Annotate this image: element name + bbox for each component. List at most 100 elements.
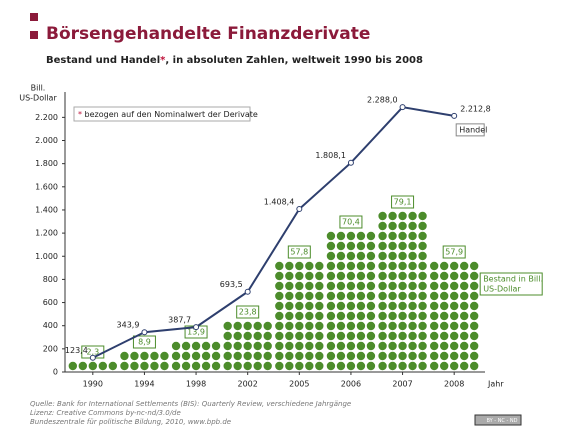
stock-dot: [449, 321, 459, 331]
stock-dot: [78, 361, 88, 371]
stock-dot: [418, 331, 427, 341]
legend-label: Bestand in Bill.: [483, 275, 543, 284]
stock-dot: [439, 341, 449, 351]
stock-dot: [378, 291, 387, 301]
stock-dot: [469, 331, 479, 341]
stock-dot: [449, 351, 459, 361]
stock-column: [326, 231, 376, 371]
stock-dot: [429, 301, 439, 311]
stock-dot: [398, 341, 407, 351]
stock-dot: [346, 311, 356, 321]
stock-column: [68, 361, 118, 371]
stock-dot: [439, 331, 449, 341]
stock-dot: [171, 341, 181, 351]
stock-dot: [469, 261, 479, 271]
stock-dot: [356, 301, 366, 311]
stock-dot: [366, 271, 376, 281]
x-tick-label: 2006: [341, 380, 361, 389]
stock-dot: [398, 211, 407, 221]
stock-dot: [356, 311, 366, 321]
subtitle-part: , in absoluten Zahlen, weltweit 1990 bis…: [165, 55, 423, 66]
stock-dot: [388, 291, 397, 301]
stock-dot: [315, 271, 324, 281]
stock-dot: [418, 211, 427, 221]
stock-label: 8,9: [138, 338, 151, 347]
stock-dot: [439, 311, 449, 321]
stock-dot: [171, 351, 181, 361]
x-tick-label: 2002: [238, 380, 258, 389]
x-tick-label: 1990: [83, 380, 103, 389]
stock-dot: [223, 351, 232, 361]
note-part: bezogen auf den Nominalwert der Derivate: [82, 110, 258, 119]
source: Lizenz: Creative Commons by-nc-nd/3.0/de: [30, 409, 181, 417]
stock-dot: [305, 291, 314, 301]
stock-dot: [366, 241, 376, 251]
stock-dot: [418, 251, 427, 261]
stock-dot: [398, 301, 407, 311]
stock-dot: [346, 261, 356, 271]
y-tick-label: 2.200: [35, 113, 58, 122]
y-tick-label: 600: [43, 298, 58, 307]
legend-box: [455, 123, 485, 137]
stock-dot: [336, 261, 346, 271]
stock-dot: [336, 301, 346, 311]
stock-dot: [253, 331, 262, 341]
stock-dot: [315, 341, 324, 351]
stock-dot: [459, 311, 469, 321]
stock-dot: [469, 321, 479, 331]
stock-dot: [408, 261, 417, 271]
trade-line: [92, 106, 455, 359]
trade-point: [296, 205, 303, 212]
stock-dot: [449, 331, 459, 341]
stock-dot: [243, 331, 252, 341]
stock-dot: [459, 271, 469, 281]
chart-title: Börsengehandelte Finanzderivate: [46, 24, 370, 44]
stock-column: [120, 351, 169, 371]
stock-dot: [366, 301, 376, 311]
stock-dot: [398, 331, 407, 341]
stock-label: 57,8: [290, 248, 308, 257]
stock-dot: [275, 341, 284, 351]
stock-dot: [130, 351, 139, 361]
stock-dot: [211, 361, 221, 371]
stock-dot: [263, 361, 272, 371]
stock-dot: [171, 361, 181, 371]
stock-dot: [356, 291, 366, 301]
stock-dot: [326, 301, 336, 311]
stock-dot: [356, 241, 366, 251]
stock-dot: [201, 361, 211, 371]
stock-dot: [275, 291, 284, 301]
stock-dot: [459, 341, 469, 351]
stock-label: 79,1: [394, 198, 412, 207]
stock-dot: [263, 341, 272, 351]
y-label: Bill.: [31, 84, 46, 93]
legend-label: US-Dollar: [483, 285, 521, 294]
stock-dot: [223, 331, 232, 341]
stock-dot: [418, 341, 427, 351]
trade-label: 693,5: [220, 280, 243, 289]
stock-dot: [459, 331, 469, 341]
stock-dot: [285, 321, 294, 331]
stock-dot: [449, 281, 459, 291]
stock-dot: [429, 261, 439, 271]
stock-dot: [388, 271, 397, 281]
stock-dot: [295, 361, 304, 371]
stock-dot: [326, 231, 336, 241]
y-tick-label: 1.400: [35, 205, 58, 214]
x-tick-label: 2007: [392, 380, 412, 389]
stock-dot: [388, 221, 397, 231]
stock-dot: [233, 361, 242, 371]
stock-dot: [223, 321, 232, 331]
stock-dot: [449, 341, 459, 351]
stock-dot: [366, 341, 376, 351]
stock-dot: [469, 291, 479, 301]
stock-dot: [346, 231, 356, 241]
stock-dot: [418, 311, 427, 321]
x-tick-label: 1994: [134, 380, 154, 389]
trade-label: 123,4: [65, 346, 88, 355]
stock-dot: [336, 231, 346, 241]
stock-label: 70,4: [342, 218, 360, 227]
stock-dot: [295, 261, 304, 271]
stock-dot: [378, 311, 387, 321]
